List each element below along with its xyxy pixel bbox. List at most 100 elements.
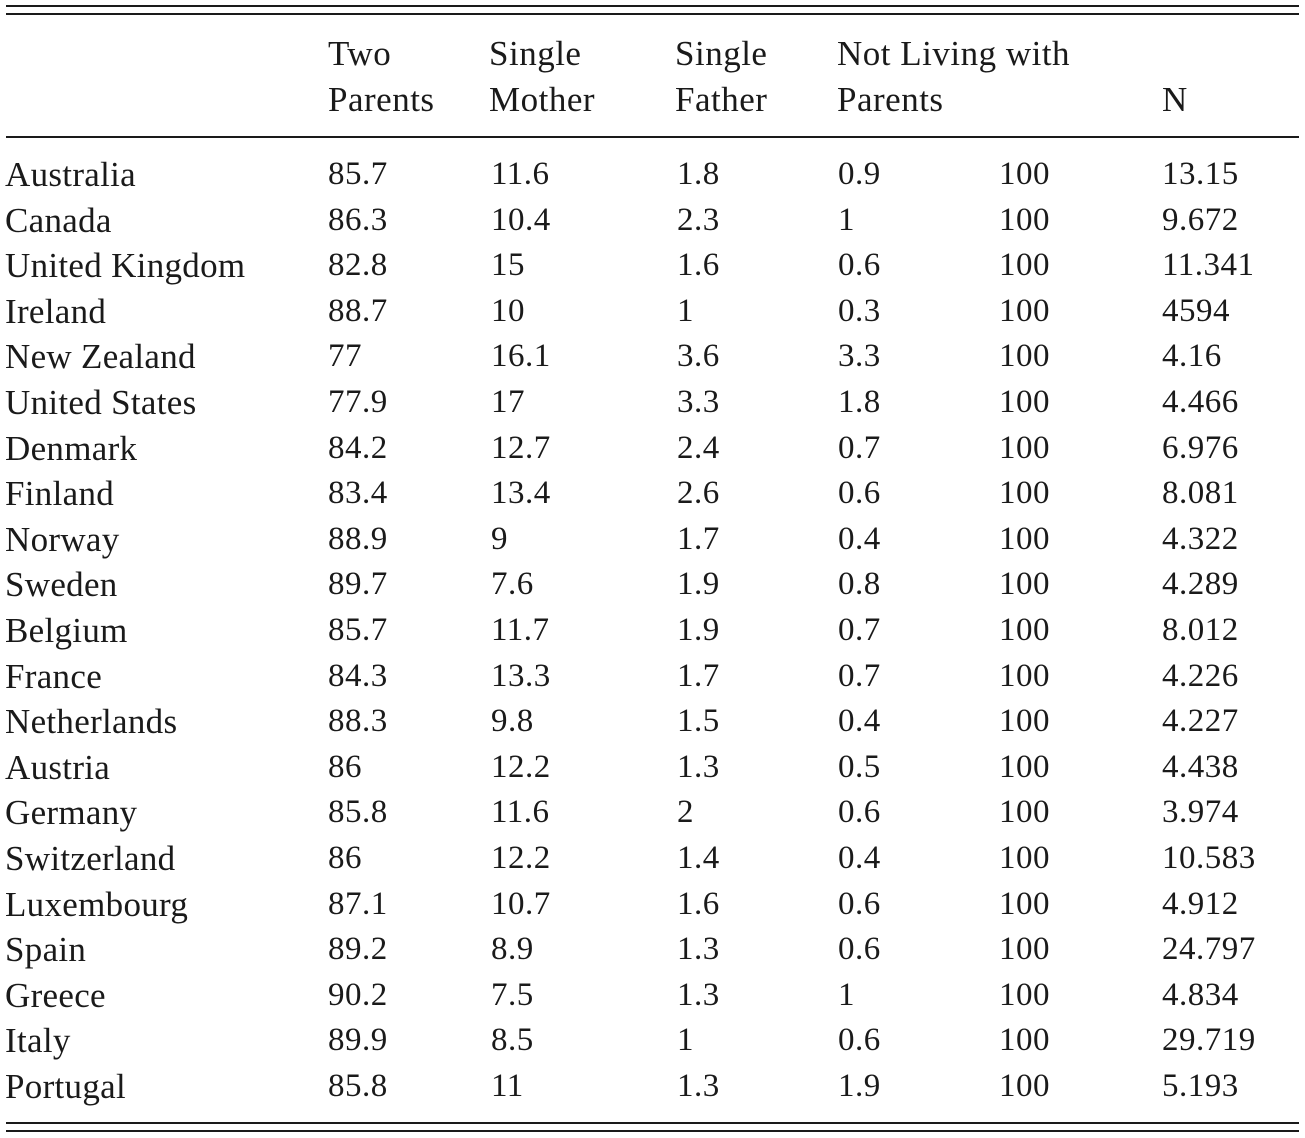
total-cell: 100 [999,338,1050,375]
two-parents-cell: 85.8 [328,794,388,831]
not-living-cell: 0.7 [838,612,881,648]
total-cell: 100 [999,1068,1050,1104]
table-row: Belgium 85.7 11.7 1.9 0.7 100 8.012 [0,608,1305,653]
two-parents-cell: 85.7 [328,612,388,648]
not-living-cell: 1.9 [838,1068,881,1104]
two-parents-cell: 88.9 [328,520,388,557]
single-father-cell: 3.3 [677,384,720,420]
single-father-cell: 1.5 [677,703,720,740]
total-cell: 100 [999,657,1050,694]
two-parents-cell: 85.7 [328,156,388,192]
single-father-cell: 2 [677,794,694,831]
country-cell: Finland [5,474,115,514]
country-cell: Australia [5,155,136,194]
single-mother-cell: 12.7 [491,429,551,466]
two-parents-cell: 89.2 [328,931,388,968]
single-mother-cell: 13.3 [491,657,551,694]
total-cell: 100 [999,292,1050,329]
table-row: United Kingdom 82.8 15 1.6 0.6 100 11.341 [0,243,1305,288]
n-cell: 9.672 [1162,201,1239,238]
header-two-parents-line2: Parents [328,80,435,119]
two-parents-cell: 83.4 [328,475,388,512]
country-cell: United States [5,383,197,422]
n-cell: 8.012 [1162,612,1239,648]
header-not-living-line2: Parents [837,80,944,119]
total-cell: 100 [999,247,1050,284]
header-single-mother: Single Mother [489,31,595,123]
n-cell: 5.193 [1162,1068,1239,1104]
n-cell: 6.976 [1162,429,1239,466]
table-row: Canada 86.3 10.4 2.3 1 100 9.672 [0,198,1305,243]
total-cell: 100 [999,520,1050,557]
not-living-cell: 0.4 [838,520,881,557]
country-cell: United Kingdom [5,246,246,286]
not-living-cell: 1.8 [838,384,881,420]
country-cell: Portugal [5,1067,127,1106]
not-living-cell: 0.8 [838,566,881,603]
country-cell: Luxembourg [5,884,189,924]
country-cell: Austria [5,747,111,787]
total-cell: 100 [999,384,1050,420]
single-father-cell: 1.9 [677,566,720,603]
total-cell: 100 [999,885,1050,922]
single-mother-cell: 8.5 [491,1022,534,1059]
table-row: Portugal 85.8 11 1.3 1.9 100 5.193 [0,1064,1305,1109]
total-cell: 100 [999,976,1050,1013]
header-two-parents: Two Parents [328,31,435,123]
two-parents-cell: 86 [328,840,362,876]
single-mother-cell: 9.8 [491,703,534,740]
single-father-cell: 3.6 [677,338,720,375]
table-row: New Zealand 77 16.1 3.6 3.3 100 4.16 [0,334,1305,379]
not-living-cell: 0.9 [838,156,881,192]
not-living-cell: 0.6 [838,885,881,922]
two-parents-cell: 84.2 [328,429,388,466]
header-single-father: Single Father [675,31,767,123]
not-living-cell: 0.7 [838,429,881,466]
single-father-cell: 1.3 [677,1068,720,1104]
single-father-cell: 2.4 [677,429,720,466]
single-mother-cell: 16.1 [491,338,551,375]
single-father-cell: 1.4 [677,840,720,876]
n-cell: 24.797 [1162,931,1256,968]
single-father-cell: 1 [677,1022,694,1059]
single-mother-cell: 13.4 [491,475,551,512]
total-cell: 100 [999,201,1050,238]
single-father-cell: 1.3 [677,976,720,1013]
two-parents-cell: 90.2 [328,976,388,1013]
single-mother-cell: 7.5 [491,976,534,1013]
table-row: Switzerland 86 12.2 1.4 0.4 100 10.583 [0,836,1305,881]
two-parents-cell: 82.8 [328,247,388,284]
table-row: Sweden 89.7 7.6 1.9 0.8 100 4.289 [0,562,1305,607]
table-row: Spain 89.2 8.9 1.3 0.6 100 24.797 [0,927,1305,972]
header-n: N [1162,80,1188,119]
total-cell: 100 [999,156,1050,192]
single-father-cell: 1.8 [677,156,720,192]
total-cell: 100 [999,1022,1050,1059]
not-living-cell: 1 [838,976,855,1013]
country-cell: Norway [5,519,120,559]
table-row: Italy 89.9 8.5 1 0.6 100 29.719 [0,1018,1305,1063]
single-father-cell: 1.3 [677,931,720,968]
two-parents-cell: 88.3 [328,703,388,740]
not-living-cell: 0.6 [838,931,881,968]
single-father-cell: 1.6 [677,885,720,922]
header-not-living-line1: Not Living with [837,34,1071,73]
single-mother-cell: 10.4 [491,201,551,238]
table-row: Greece 90.2 7.5 1.3 1 100 4.834 [0,973,1305,1018]
table-row: Norway 88.9 9 1.7 0.4 100 4.322 [0,517,1305,562]
n-cell: 13.15 [1162,156,1239,192]
total-cell: 100 [999,748,1050,785]
single-mother-cell: 12.2 [491,840,551,876]
table-row: France 84.3 13.3 1.7 0.7 100 4.226 [0,654,1305,699]
not-living-cell: 0.3 [838,292,881,329]
single-father-cell: 1.7 [677,520,720,557]
header-single-father-line2: Father [675,80,768,119]
total-cell: 100 [999,475,1050,512]
two-parents-cell: 77.9 [328,384,388,420]
total-cell: 100 [999,931,1050,968]
not-living-cell: 3.3 [838,338,881,375]
single-mother-cell: 8.9 [491,931,534,968]
header-single-mother-line2: Mother [489,80,596,119]
single-father-cell: 1.7 [677,657,720,694]
table-row: Germany 85.8 11.6 2 0.6 100 3.974 [0,790,1305,835]
